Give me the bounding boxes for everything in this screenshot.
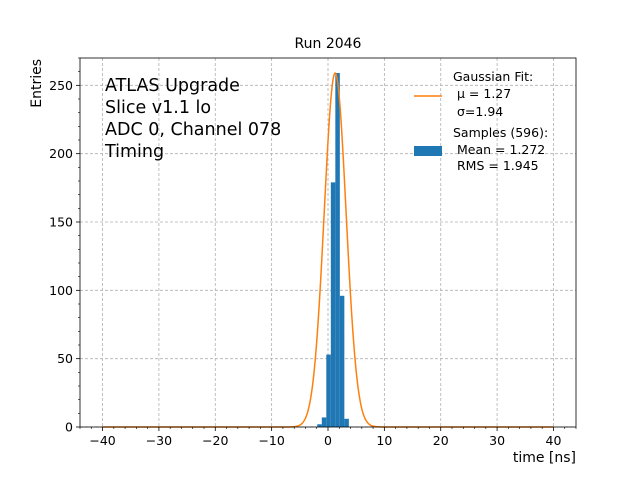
y-tick-label: 50 [57, 351, 73, 366]
annotation-line-4: Timing [104, 142, 164, 162]
histogram-bar [321, 417, 327, 427]
annotation-line-1: ATLAS Upgrade [105, 76, 240, 96]
info-annotation: ATLAS Upgrade Slice v1.1 lo ADC 0, Chann… [104, 76, 281, 162]
x-tick-label: −20 [202, 433, 228, 448]
y-tick-label: 200 [49, 146, 73, 161]
legend-fit-mu: μ = 1.27 [457, 86, 511, 101]
histogram-bar [317, 424, 322, 427]
annotation-line-3: ADC 0, Channel 078 [105, 120, 281, 140]
y-tick-label: 150 [49, 215, 73, 230]
x-tick-label: 10 [376, 433, 392, 448]
x-tick-label: −10 [258, 433, 284, 448]
histogram-bar [335, 73, 340, 428]
chart-title: Run 2046 [295, 36, 362, 52]
legend: Gaussian Fit: μ = 1.27 σ=1.94 Samples (5… [414, 69, 548, 173]
x-tick-label: 0 [324, 433, 332, 448]
histogram-bar [326, 354, 331, 427]
histogram-bar [344, 418, 349, 427]
legend-hist-mean: Mean = 1.272 [457, 142, 545, 157]
y-tick-label: 250 [49, 78, 73, 93]
x-tick-label: −40 [89, 433, 115, 448]
x-axis-label: time [ns] [513, 450, 576, 466]
x-tick-label: −30 [146, 433, 172, 448]
y-tick-label: 100 [49, 283, 73, 298]
annotation-line-2: Slice v1.1 lo [105, 98, 211, 118]
histogram-bars [317, 73, 349, 428]
legend-hist-rms: RMS = 1.945 [457, 158, 539, 173]
histogram-bar [330, 182, 336, 427]
x-tick-label: 20 [433, 433, 449, 448]
legend-hist-title: Samples (596): [453, 125, 548, 140]
y-axis-label: Entries [29, 59, 45, 108]
y-tick-label: 0 [65, 420, 73, 435]
y-axis-ticks: 0 50 100 150 200 250 [49, 57, 80, 435]
x-tick-label: 40 [546, 433, 562, 448]
histogram-bar [339, 295, 345, 427]
legend-hist-swatch [414, 146, 442, 156]
legend-fit-title: Gaussian Fit: [453, 69, 533, 84]
legend-fit-sigma: σ=1.94 [457, 104, 503, 119]
x-axis-ticks: −40 −30 −20 −10 0 10 20 30 40 [79, 427, 577, 448]
x-tick-label: 30 [489, 433, 505, 448]
